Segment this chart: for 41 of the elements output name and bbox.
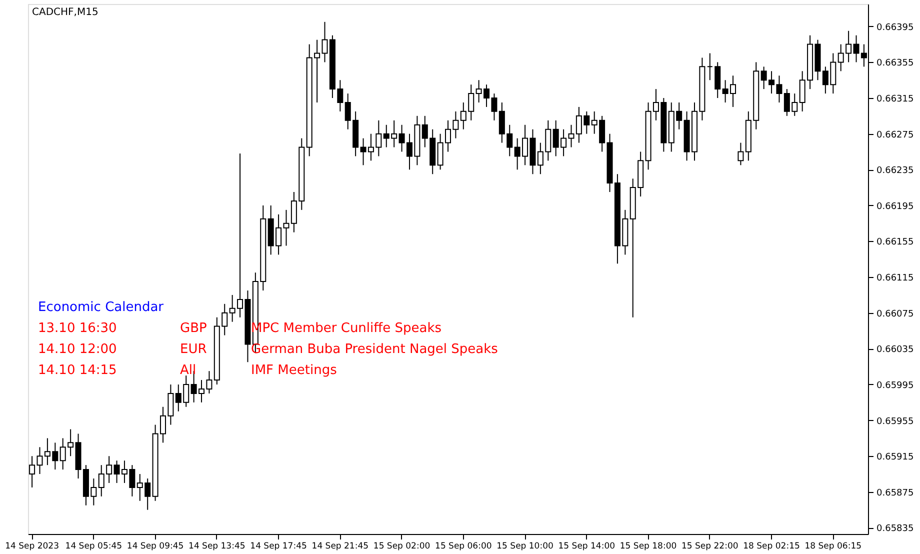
annotation: All (180, 363, 196, 378)
y-tick-label: 0.66315 (876, 94, 914, 105)
y-tick-label: 0.65995 (876, 380, 914, 391)
x-tick-label: 15 Sep 18:00 (620, 542, 677, 552)
y-tick-label: 0.66115 (876, 274, 914, 284)
x-tick-label: 15 Sep 10:00 (496, 542, 554, 552)
x-tick-label: 14 Sep 2023 (5, 542, 59, 552)
annotation: 14.10 12:00 (38, 342, 117, 357)
annotation: Economic Calendar (38, 300, 164, 315)
annotation: 14.10 14:15 (38, 363, 117, 378)
x-tick-label: 14 Sep 17:45 (250, 542, 307, 552)
candlestick (714, 62, 721, 99)
x-tick-label: 14 Sep 09:45 (126, 542, 184, 552)
y-tick-label: 0.65875 (876, 488, 914, 498)
candlestick (738, 142, 744, 166)
y-tick-label: 0.66155 (876, 238, 914, 248)
x-tick-label: 15 Sep 22:00 (682, 542, 738, 552)
annotation: IMF Meetings (251, 363, 338, 378)
y-tick-label: 0.66395 (876, 22, 914, 33)
y-tick-label: 0.65915 (876, 452, 914, 463)
annotation: 13.10 16:30 (38, 321, 117, 336)
x-tick-label: 15 Sep 02:00 (373, 542, 430, 552)
x-tick-label: 14 Sep 21:45 (312, 542, 369, 552)
x-tick-label: 14 Sep 05:45 (65, 542, 122, 552)
x-tick-label: 18 Sep 02:15 (743, 542, 800, 552)
candlestick (706, 52, 713, 81)
x-tick-label: 15 Sep 06:00 (435, 542, 492, 552)
y-tick-label: 0.66195 (876, 202, 914, 212)
x-tick-label: 15 Sep 14:00 (558, 542, 616, 552)
x-tick-label: 18 Sep 06:15 (804, 542, 862, 552)
y-tick-label: 0.65835 (876, 524, 914, 534)
y-tick-label: 0.66035 (876, 345, 914, 356)
y-tick-label: 0.66075 (876, 309, 914, 320)
chart-title: CADCHF,M15 (32, 7, 98, 18)
y-tick-label: 0.66275 (876, 130, 914, 140)
y-tick-label: 0.65955 (876, 416, 914, 427)
x-tick-label: 14 Sep 13:45 (188, 542, 246, 552)
y-tick-label: 0.66235 (876, 166, 914, 176)
y-tick-label: 0.66355 (876, 58, 914, 69)
annotation: EUR (180, 342, 207, 357)
annotation: GBP (180, 321, 207, 336)
